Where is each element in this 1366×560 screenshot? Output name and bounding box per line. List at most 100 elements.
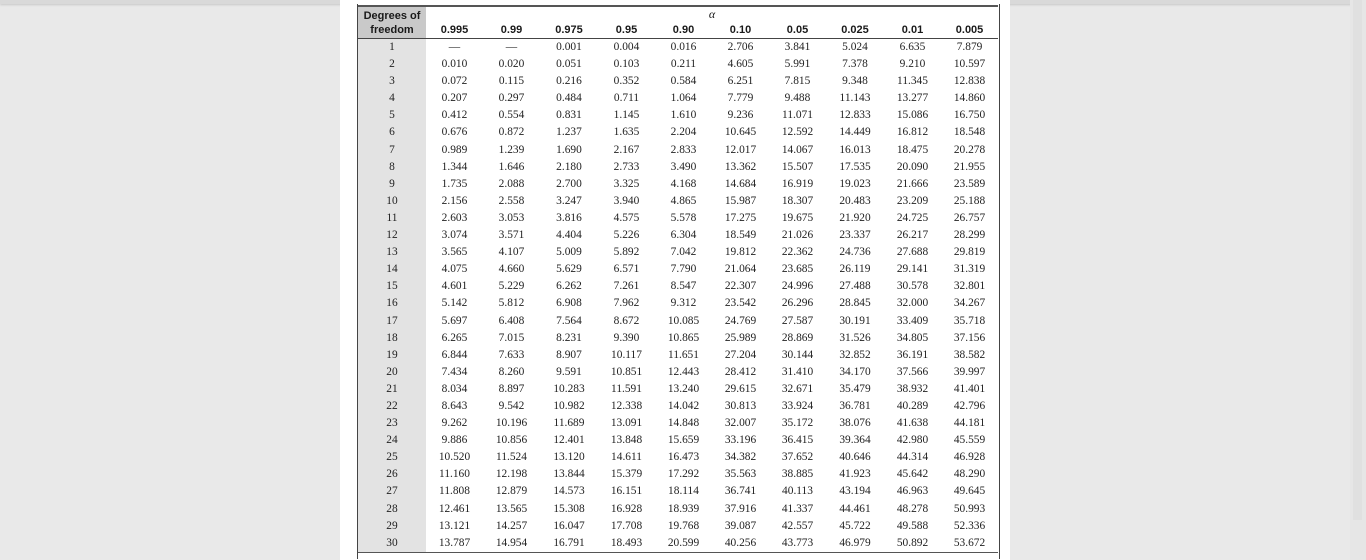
critical-value-cell: 20.483 — [839, 194, 871, 207]
critical-value-cell: 11.524 — [496, 451, 527, 464]
critical-value-cell: 34.267 — [953, 297, 986, 310]
table-row: 28 12.461 13.565 15.308 16.928 18.939 37.916 41… — [358, 500, 998, 518]
critical-value-cell: 7.962 — [613, 297, 640, 310]
table-row: 1 — — 0.001 0.004 0.016 2.706 3.841 5.024 6.635 7.… — [358, 38, 998, 57]
table-row: 5 0.412 0.554 0.831 1.145 1.610 9.236 11.071 12.… — [358, 107, 998, 125]
table-row: 21 8.034 8.897 10.283 11.591 13.240 29.615 32.6… — [358, 380, 998, 398]
critical-value-cell: 41.337 — [781, 502, 814, 515]
critical-value-cell: 41.923 — [839, 468, 871, 481]
critical-value-cell: 7.378 — [842, 58, 868, 71]
critical-value-cell: 27.488 — [839, 280, 871, 293]
critical-value-cell: 12.833 — [839, 109, 871, 122]
critical-value-cell: 20.090 — [896, 160, 929, 173]
critical-value-cell: 28.412 — [724, 365, 757, 378]
df-cell: 21 — [358, 380, 426, 398]
critical-value-cell: 4.601 — [441, 280, 468, 293]
critical-value-cell: 34.805 — [896, 331, 929, 344]
critical-value-cell: 44.314 — [896, 451, 929, 464]
critical-value-cell: 5.142 — [441, 297, 468, 310]
critical-value-cell: 13.121 — [438, 519, 471, 532]
critical-value-cell: 0.001 — [556, 41, 582, 53]
critical-value-cell: 0.020 — [498, 58, 525, 71]
critical-value-cell: 40.646 — [839, 451, 871, 464]
critical-value-cell: 15.659 — [667, 434, 700, 447]
critical-value-cell: 41.638 — [896, 417, 929, 430]
critical-value-cell: 29.141 — [896, 263, 929, 276]
critical-value-cell: 45.722 — [839, 519, 871, 532]
critical-value-cell: 9.488 — [784, 92, 811, 105]
critical-value-cell: 33.409 — [896, 314, 929, 327]
critical-value-cell: 16.750 — [953, 109, 986, 122]
critical-value-cell: 12.879 — [495, 485, 528, 498]
critical-value-cell: 26.217 — [896, 229, 929, 242]
critical-value-cell: 15.507 — [781, 160, 814, 173]
critical-value-cell: 25.188 — [953, 194, 986, 207]
table-row: 18 6.265 7.015 8.231 9.390 10.865 25.989 28.869… — [358, 329, 998, 347]
critical-value-cell: 0.676 — [441, 126, 468, 139]
critical-value-cell: 2.603 — [441, 211, 468, 224]
critical-value-cell: 0.989 — [441, 143, 468, 156]
critical-value-cell: 6.571 — [613, 263, 640, 276]
critical-value-cell: 0.211 — [670, 58, 697, 71]
critical-value-cell: 10.851 — [610, 365, 643, 378]
critical-value-cell: 22.307 — [724, 280, 757, 293]
table-row: 23 9.262 10.196 11.689 13.091 14.848 32.007 35.… — [358, 415, 998, 433]
df-cell: 15 — [358, 278, 426, 296]
critical-value-cell: 31.410 — [781, 365, 814, 378]
critical-value-cell: 21.920 — [839, 211, 871, 224]
critical-value-cell: 2.204 — [670, 126, 697, 139]
critical-value-cell: 13.787 — [426, 534, 483, 553]
critical-value-cell: 1.690 — [556, 143, 582, 156]
critical-value-cell: 17.708 — [610, 519, 643, 532]
critical-value-cell: 27.587 — [781, 314, 814, 327]
critical-value-cell: 48.290 — [953, 468, 986, 481]
critical-value-cell: 3.053 — [498, 211, 525, 224]
critical-value-cell: 34.170 — [839, 365, 871, 378]
critical-value-cell: 1.145 — [613, 109, 640, 122]
critical-value-cell: 6.408 — [498, 314, 525, 327]
critical-value-cell: 11.808 — [439, 485, 470, 498]
critical-value-cell: 8.547 — [670, 280, 697, 293]
critical-value-cell: 26.119 — [839, 263, 871, 276]
critical-value-cell: 29.819 — [953, 246, 986, 259]
critical-value-cell: 1.610 — [670, 109, 697, 122]
critical-value-cell: 48.278 — [896, 502, 929, 515]
critical-value-cell: 0.051 — [556, 58, 582, 71]
critical-value-cell: 24.725 — [896, 211, 929, 224]
critical-value-cell: 12.401 — [553, 434, 585, 447]
critical-value-cell: 4.575 — [613, 211, 640, 224]
critical-value-cell: 37.156 — [953, 331, 986, 344]
critical-value-cell: 0.207 — [441, 92, 468, 105]
critical-value-cell: — — [505, 41, 518, 53]
critical-value-cell: 46.979 — [826, 534, 884, 553]
critical-value-cell: 1.635 — [613, 126, 640, 139]
critical-value-cell: 9.542 — [498, 399, 525, 412]
chi-square-table: Degrees of freedom α 0.995 0.99 0.975 0.95 0… — [358, 5, 999, 553]
alpha-value-header: 0.01 — [884, 22, 941, 39]
table-row: 16 5.142 5.812 6.908 7.962 9.312 23.542 26.296 2… — [358, 295, 998, 313]
critical-value-cell: 11.689 — [553, 417, 585, 430]
critical-value-cell: 37.566 — [896, 365, 929, 378]
critical-value-cell: 3.841 — [784, 41, 811, 53]
critical-value-cell: 36.191 — [896, 348, 929, 361]
scrollbar-thumb[interactable] — [1353, 0, 1362, 520]
critical-value-cell: 7.015 — [498, 331, 525, 344]
critical-value-cell: 8.231 — [556, 331, 582, 344]
critical-value-cell: 26.296 — [781, 297, 814, 310]
alpha-value-header: 0.005 — [941, 22, 999, 39]
critical-value-cell: 8.643 — [441, 399, 468, 412]
critical-value-cell: 19.812 — [724, 246, 757, 259]
critical-value-cell: 7.815 — [784, 75, 811, 88]
critical-value-cell: 0.872 — [498, 126, 525, 139]
alpha-value-header: 0.99 — [483, 22, 540, 39]
critical-value-cell: 31.526 — [839, 331, 871, 344]
df-cell: 10 — [358, 192, 426, 210]
df-cell: 30 — [358, 534, 426, 553]
scrollbar[interactable] — [1350, 0, 1366, 560]
critical-value-cell: 12.461 — [438, 502, 471, 515]
critical-value-cell: 9.236 — [727, 109, 754, 122]
critical-value-cell: 0.584 — [670, 75, 697, 88]
critical-value-cell: 12.017 — [724, 143, 757, 156]
critical-value-cell: 6.908 — [556, 297, 582, 310]
critical-value-cell: 2.733 — [613, 160, 640, 173]
